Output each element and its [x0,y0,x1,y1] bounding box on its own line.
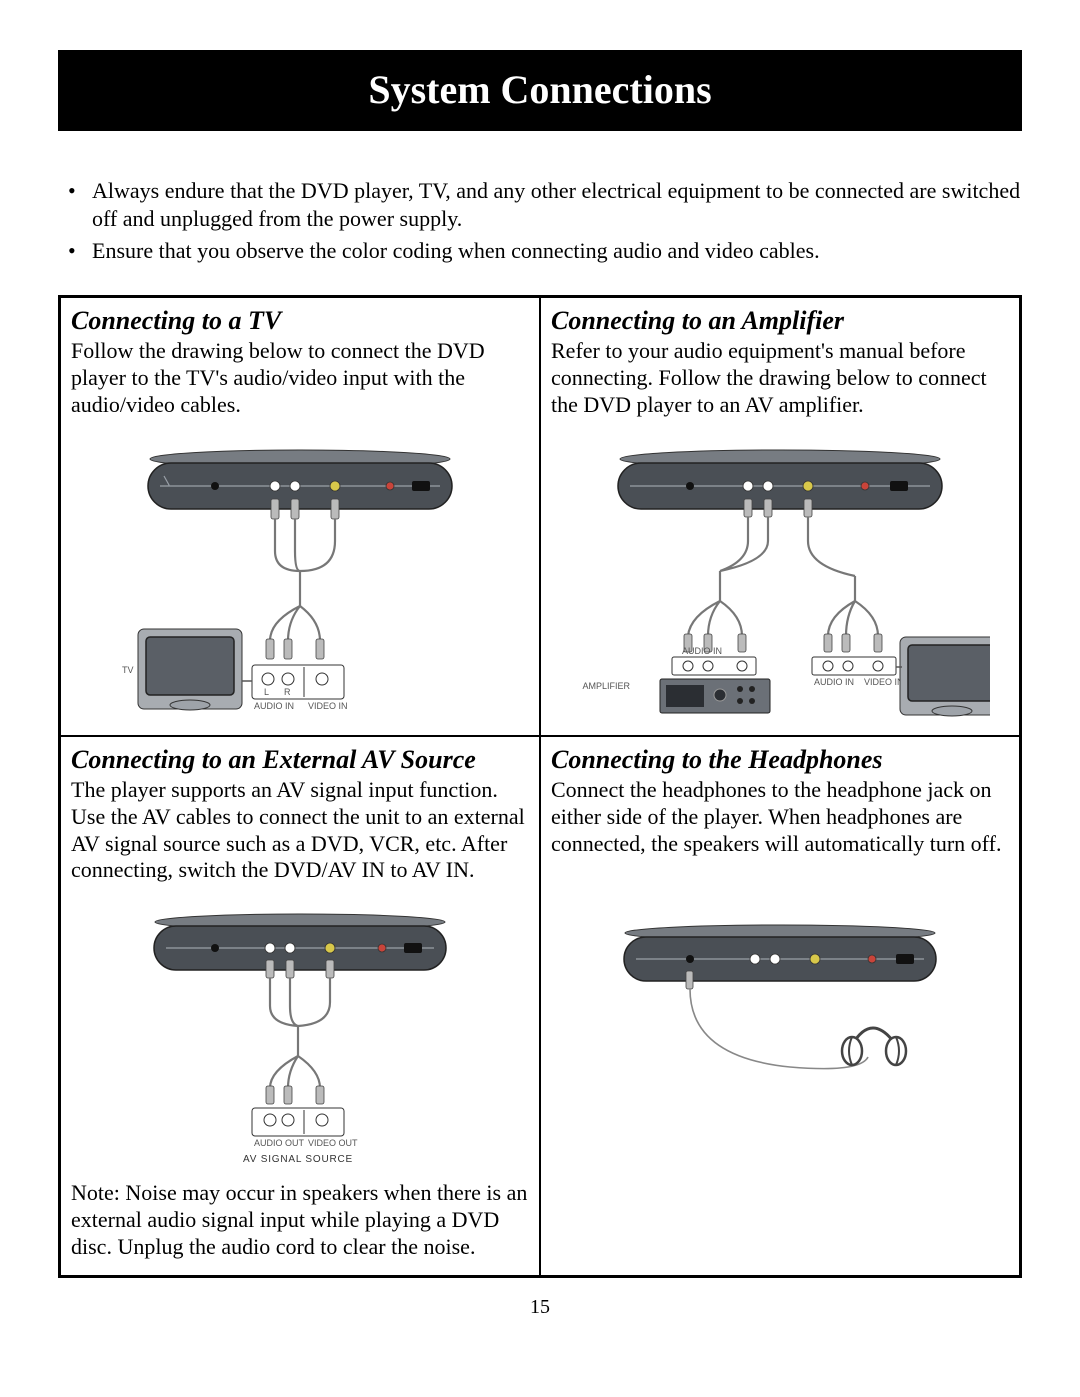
figure-ext: AUDIO OUT VIDEO OUT AV SIGNAL SOURCE [71,906,529,1166]
label-audio-out: AUDIO OUT [254,1138,305,1148]
figure-amp: AUDIO IN AUDIO IN VIDEO IN [551,441,1009,721]
label-audio-in: AUDIO IN [254,701,294,711]
intro-bullets: Always endure that the DVD player, TV, a… [58,177,1022,265]
label-video-out: VIDEO OUT [308,1138,358,1148]
heading-ext: Connecting to an External AV Source [71,745,529,775]
body-amp: Refer to your audio equipment's manual b… [551,338,1009,418]
body-ext: The player supports an AV signal input f… [71,777,529,884]
heading-hp: Connecting to the Headphones [551,745,1009,775]
note-ext: Note: Noise may occur in speakers when t… [71,1180,529,1260]
body-hp: Connect the headphones to the headphone … [551,777,1009,857]
label-av-source: AV SIGNAL SOURCE [243,1154,353,1165]
page-title: System Connections [58,50,1022,131]
label-amp-audio: AUDIO IN [682,646,722,656]
cell-external-av: Connecting to an External AV Source The … [60,736,540,1276]
bullet-2: Ensure that you observe the color coding… [58,237,1022,265]
label-video-in: VIDEO IN [308,701,348,711]
connection-grid: Connecting to a TV Follow the drawing be… [58,295,1022,1277]
bullet-1: Always endure that the DVD player, TV, a… [58,177,1022,233]
figure-hp [551,917,1009,1107]
heading-amp: Connecting to an Amplifier [551,306,1009,336]
label-amp-audio2: AUDIO IN [814,677,854,687]
cell-amplifier: Connecting to an Amplifier Refer to your… [540,297,1020,735]
figure-tv: L R AUDIO IN VIDEO IN TV [71,441,529,721]
label-tv: TV [122,665,134,675]
headphones-icon [842,1028,906,1065]
cell-tv: Connecting to a TV Follow the drawing be… [60,297,540,735]
page-number: 15 [58,1296,1022,1319]
cell-headphones: Connecting to the Headphones Connect the… [540,736,1020,1276]
label-amp-video: VIDEO IN [864,677,904,687]
label-R: R [284,687,291,697]
heading-tv: Connecting to a TV [71,306,529,336]
body-tv: Follow the drawing below to connect the … [71,338,529,418]
label-L: L [264,687,269,697]
label-amplifier: AMPLIFIER [582,681,630,691]
